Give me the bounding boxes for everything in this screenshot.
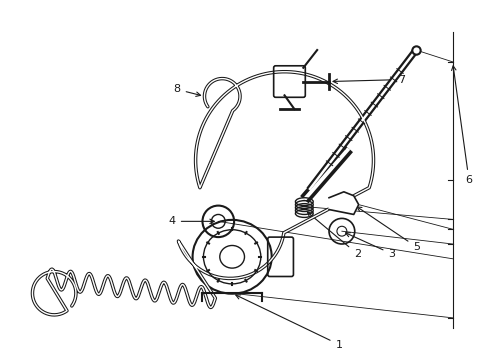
Text: 6: 6 (450, 66, 471, 185)
Text: 2: 2 (307, 212, 360, 259)
Text: 1: 1 (235, 295, 342, 350)
Text: 8: 8 (173, 84, 200, 96)
Text: 7: 7 (332, 75, 405, 85)
Polygon shape (328, 192, 358, 215)
Text: 4: 4 (168, 216, 214, 226)
Text: 3: 3 (345, 233, 394, 259)
Text: 5: 5 (356, 207, 419, 252)
